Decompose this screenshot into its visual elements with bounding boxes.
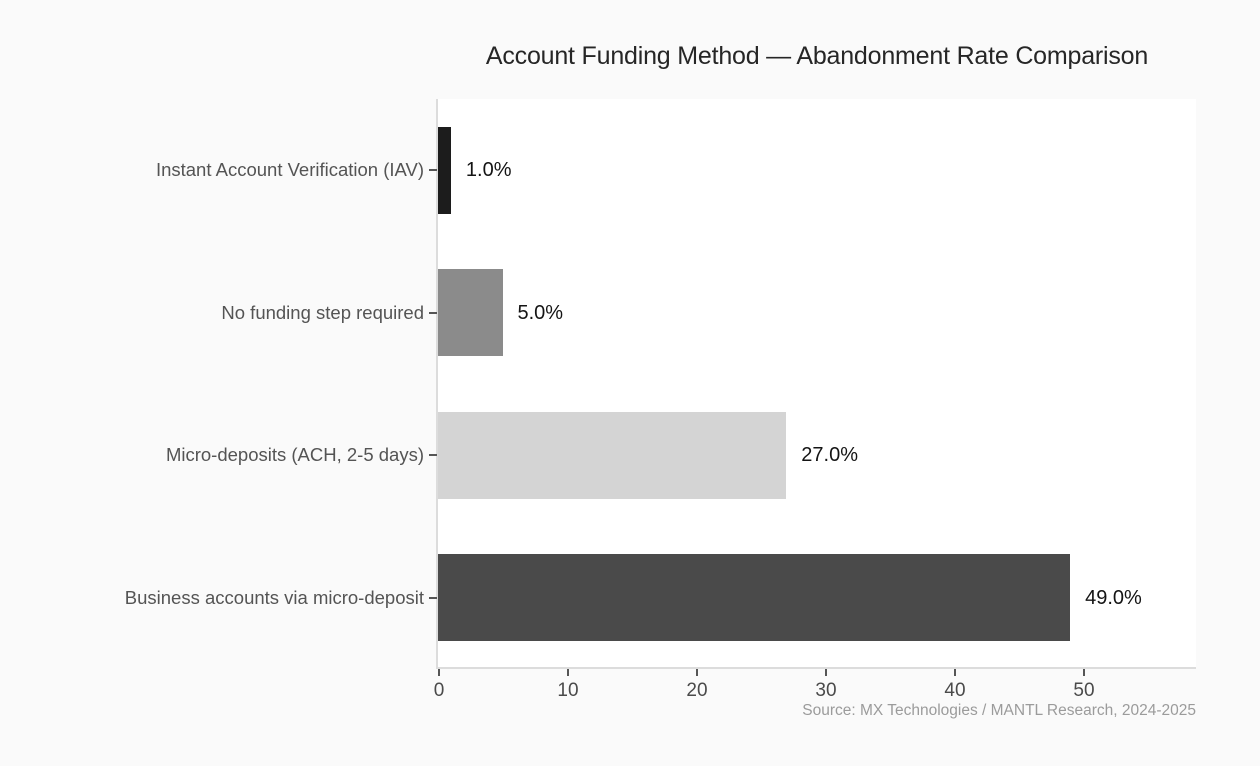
x-axis-tick-label: 30 bbox=[815, 680, 837, 701]
x-axis-tick-label: 50 bbox=[1073, 680, 1095, 701]
bar-business-accounts-via-micro-deposit bbox=[438, 554, 1071, 642]
x-axis-tick bbox=[438, 669, 440, 676]
y-axis-tick bbox=[429, 596, 437, 599]
bar-no-funding-step-required bbox=[438, 269, 503, 357]
x-axis-tick bbox=[567, 669, 569, 676]
x-axis-tick bbox=[825, 669, 827, 676]
bar-value-label: 27.0% bbox=[801, 444, 859, 467]
x-axis-tick bbox=[1083, 669, 1085, 676]
x-axis-tick-label: 20 bbox=[686, 680, 708, 701]
x-axis-tick-label: 10 bbox=[557, 680, 579, 701]
category-label: Micro-deposits (ACH, 2-5 days) bbox=[165, 444, 424, 466]
x-axis-tick bbox=[954, 669, 956, 676]
x-axis-tick-label: 0 bbox=[433, 680, 445, 701]
chart-title: Account Funding Method — Abandonment Rat… bbox=[485, 42, 1149, 70]
source-note: Source: MX Technologies / MANTL Research… bbox=[802, 702, 1196, 719]
bar-value-label: 5.0% bbox=[517, 301, 564, 324]
x-axis-tick bbox=[696, 669, 698, 676]
y-axis-tick bbox=[429, 169, 437, 172]
bar-value-label: 1.0% bbox=[465, 159, 512, 182]
bar-instant-account-verification-iav bbox=[438, 126, 451, 214]
category-label: Business accounts via micro-deposit bbox=[124, 586, 424, 608]
y-axis-tick bbox=[429, 311, 437, 314]
y-axis-tick bbox=[429, 454, 437, 457]
x-axis-tick-label: 40 bbox=[944, 680, 966, 701]
bar-value-label: 49.0% bbox=[1085, 586, 1142, 609]
category-label: No funding step required bbox=[221, 301, 424, 323]
category-label: Instant Account Verification (IAV) bbox=[155, 159, 424, 181]
bar-micro-deposits-ach-2-5-days bbox=[438, 411, 787, 499]
